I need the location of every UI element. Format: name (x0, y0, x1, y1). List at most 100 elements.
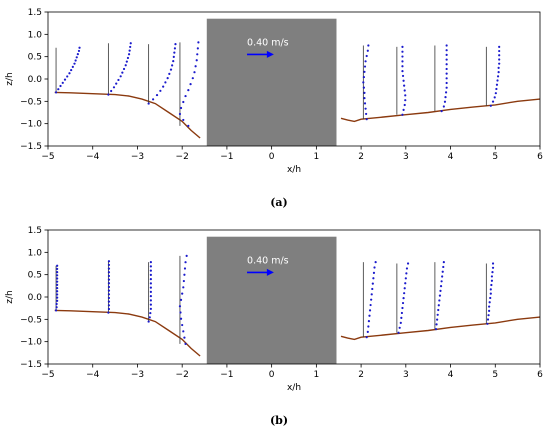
velocity-point (63, 78, 67, 81)
velocity-point (491, 262, 495, 265)
velocity-point (149, 299, 152, 302)
velocity-point (107, 263, 111, 267)
velocity-point (149, 311, 152, 315)
velocity-point (172, 55, 175, 58)
velocity-point (491, 266, 495, 269)
velocity-point (488, 301, 491, 304)
velocity-point (491, 271, 494, 274)
bed-line-downstream (340, 316, 541, 341)
velocity-point (181, 323, 184, 327)
velocity-point (435, 323, 438, 326)
velocity-point (401, 45, 404, 48)
velocity-point (489, 296, 492, 300)
velocity-point (364, 107, 367, 110)
velocity-point (107, 271, 111, 274)
velocity-point (365, 112, 368, 116)
bed-line-downstream (340, 98, 541, 123)
velocity-point (439, 284, 443, 288)
velocity-point (74, 59, 77, 62)
velocity-point (496, 75, 500, 78)
velocity-point (436, 313, 439, 316)
y-tick-label: 0.0 (28, 75, 43, 85)
velocity-point (362, 75, 365, 79)
x-axis-label: x/h (287, 383, 301, 393)
y-axis-label: z/h (5, 72, 15, 85)
velocity-point (107, 307, 111, 311)
y-tick-label: 1.5 (28, 226, 42, 236)
velocity-point (370, 293, 373, 296)
velocity-point (488, 309, 491, 312)
velocity-point (445, 53, 448, 56)
velocity-point (149, 269, 152, 272)
velocity-point (162, 85, 165, 88)
velocity-point (374, 261, 377, 264)
velocity-point (76, 53, 79, 56)
velocity-point (401, 50, 404, 53)
velocity-point (187, 89, 190, 92)
velocity-point (439, 289, 442, 292)
y-tick-label: 1.5 (28, 8, 42, 18)
velocity-point (56, 264, 59, 267)
velocity-point (121, 71, 124, 74)
velocity-point (490, 279, 494, 282)
velocity-point (54, 91, 58, 94)
velocity-point (362, 81, 365, 84)
velocity-point (402, 79, 405, 82)
velocity-point (404, 277, 407, 280)
velocity-point (189, 83, 192, 86)
velocity-point (107, 285, 111, 289)
panel-a: 0.40 m/s −5 −4 −3 −2 −1 0 1 2 3 4 5 6 −1.5 −1.0 −0.5 0.0… (5, 8, 543, 209)
velocity-point (365, 336, 368, 339)
velocity-point (364, 60, 367, 63)
velocity-point (363, 70, 366, 73)
velocity-point (445, 49, 448, 52)
velocity-point (365, 54, 368, 58)
velocity-point (498, 45, 501, 48)
velocity-point (445, 63, 448, 66)
velocity-point (445, 77, 448, 80)
velocity-point (107, 311, 110, 314)
velocity-point (107, 267, 111, 270)
velocity-point (179, 298, 183, 302)
velocity-point (148, 316, 151, 319)
velocity-point (490, 275, 494, 278)
velocity-point (129, 42, 132, 45)
velocity-point (445, 67, 448, 71)
velocity-point (442, 105, 445, 108)
velocity-point (486, 322, 489, 325)
velocity-point (107, 274, 111, 278)
scale-arrow-head (266, 268, 274, 276)
x-tick-label: 0 (269, 370, 275, 380)
velocity-point (404, 94, 407, 97)
velocity-point (495, 83, 499, 86)
y-tick-label: 0.5 (28, 53, 42, 63)
velocity-point (194, 65, 197, 68)
velocity-point (184, 342, 187, 345)
velocity-point (368, 309, 372, 312)
velocity-point (398, 326, 401, 329)
velocity-point (397, 331, 400, 334)
y-tick-label: −1.5 (20, 360, 42, 370)
velocity-point (196, 53, 199, 56)
velocity-point (78, 46, 81, 49)
x-axis-label: x/h (287, 165, 301, 175)
velocity-point (187, 124, 190, 127)
velocity-point (401, 60, 404, 63)
velocity-point (401, 69, 404, 73)
velocity-point (172, 60, 175, 63)
velocity-point (434, 328, 438, 331)
velocity-point (56, 290, 59, 293)
x-tick-label: −1 (220, 152, 233, 162)
velocity-point (149, 286, 152, 289)
x-tick-label: 5 (492, 152, 498, 162)
velocity-point (182, 279, 185, 283)
x-tick-label: 1 (313, 370, 319, 380)
scale-arrow-label: 0.40 m/s (247, 38, 289, 49)
velocity-point (497, 71, 500, 74)
velocity-point (196, 47, 199, 50)
velocity-point (107, 300, 111, 303)
x-tick-label: 6 (537, 152, 543, 162)
velocity-point (366, 49, 369, 52)
velocity-point (370, 298, 373, 301)
velocity-point (61, 81, 64, 84)
